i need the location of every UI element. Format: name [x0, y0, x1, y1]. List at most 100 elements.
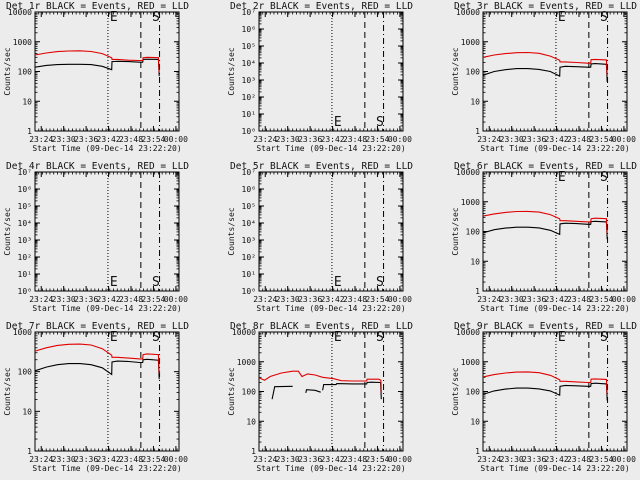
y-tick-label: 10⁶ — [242, 25, 256, 34]
y-tick-label: 100 — [242, 388, 257, 397]
x-tick-label: 23:30 — [500, 455, 524, 464]
x-tick-label: 23:42 — [97, 135, 121, 144]
y-tick-label: 100 — [466, 68, 481, 77]
x-axis-label: Start Time (09-Dec-14 23:22:20) — [256, 144, 405, 153]
detector-panel: Det 5r BLACK = Events, RED = LLD 10⁰ 10¹ 10… — [227, 161, 413, 313]
x-axis-label: Start Time (09-Dec-14 23:22:20) — [480, 304, 629, 313]
y-tick-label: 10¹ — [242, 110, 256, 119]
x-tick-label: 23:54 — [141, 455, 165, 464]
y-tick-label: 10¹ — [18, 270, 32, 279]
marker-label-e: E — [110, 10, 118, 25]
y-tick-label: 100 — [18, 68, 33, 77]
y-axis-label: Counts/sec — [227, 367, 236, 415]
x-tick-label: 23:48 — [567, 295, 591, 304]
y-tick-label: 10 — [470, 257, 480, 266]
y-tick-label: 10 — [22, 407, 32, 416]
x-tick-label: 23:24 — [29, 455, 53, 464]
detector-panel: Det 6r BLACK = Events, RED = LLD 1 10 100 10… — [451, 161, 637, 313]
marker-label-s: S — [600, 10, 608, 25]
y-tick-label: 1000 — [461, 358, 480, 367]
panel-title: Det 5r BLACK = Events, RED = LLD — [230, 161, 413, 172]
x-axis-label: Start Time (09-Dec-14 23:22:20) — [480, 144, 629, 153]
y-tick-label: 10 — [470, 417, 480, 426]
x-tick-label: 23:36 — [298, 455, 322, 464]
y-tick-label: 10 — [470, 97, 480, 106]
x-tick-label: 23:30 — [500, 295, 524, 304]
x-tick-label: 23:54 — [589, 295, 613, 304]
marker-label-e: E — [334, 115, 342, 130]
y-tick-label: 1000 — [461, 198, 480, 207]
y-tick-label: 10⁵ — [18, 202, 32, 211]
lld-series-line — [258, 370, 382, 393]
marker-label-e: E — [110, 330, 118, 345]
x-tick-label: 23:54 — [589, 135, 613, 144]
x-tick-label: 23:24 — [253, 295, 277, 304]
y-axis-label: Counts/sec — [3, 207, 12, 255]
y-tick-label: 10³ — [242, 236, 256, 245]
x-tick-label: 23:24 — [29, 135, 53, 144]
y-tick-label: 10¹ — [242, 270, 256, 279]
marker-label-e: E — [334, 330, 342, 345]
plot-frame — [34, 171, 180, 292]
events-series-line — [271, 385, 293, 400]
y-tick-label: 10⁴ — [18, 219, 32, 228]
y-tick-label: 100 — [466, 388, 481, 397]
marker-label-s: S — [376, 115, 384, 130]
x-tick-label: 23:42 — [321, 135, 345, 144]
x-tick-label: 23:42 — [321, 295, 345, 304]
events-series-line — [34, 58, 160, 77]
x-tick-label: 23:48 — [343, 295, 367, 304]
x-axis-label: Start Time (09-Dec-14 23:22:20) — [32, 144, 181, 153]
x-tick-label: 23:42 — [545, 295, 569, 304]
x-tick-label: 23:42 — [321, 455, 345, 464]
y-tick-label: 1000 — [13, 328, 32, 337]
events-series-line — [305, 389, 321, 394]
marker-label-s: S — [600, 170, 608, 185]
x-tick-label: 23:48 — [567, 455, 591, 464]
y-tick-label: 10⁴ — [242, 59, 256, 68]
y-tick-label: 1 — [27, 127, 32, 136]
y-tick-label: 1 — [251, 447, 256, 456]
y-tick-label: 10⁴ — [242, 219, 256, 228]
lld-series-line — [482, 210, 608, 234]
x-tick-label: 23:48 — [567, 135, 591, 144]
x-tick-label: 23:24 — [253, 135, 277, 144]
y-tick-label: 10⁷ — [242, 8, 256, 17]
lld-series-line — [482, 371, 608, 395]
x-tick-label: 23:36 — [522, 135, 546, 144]
x-tick-label: 23:48 — [343, 455, 367, 464]
x-tick-label: 23:30 — [52, 135, 76, 144]
x-axis-label: Start Time (09-Dec-14 23:22:20) — [256, 464, 405, 473]
x-tick-label: 23:54 — [141, 295, 165, 304]
y-axis-label: Counts/sec — [451, 47, 460, 95]
plot-frame — [258, 11, 404, 132]
y-tick-label: 10⁶ — [18, 185, 32, 194]
x-tick-label: 23:54 — [365, 135, 389, 144]
y-tick-label: 10² — [18, 253, 32, 262]
plot-frame — [482, 11, 628, 132]
events-series-line — [482, 220, 608, 240]
y-tick-label: 10000 — [232, 328, 256, 337]
x-tick-label: 00:00 — [612, 295, 636, 304]
x-axis-label: Start Time (09-Dec-14 23:22:20) — [32, 464, 181, 473]
marker-label-s: S — [376, 275, 384, 290]
y-axis-label: Counts/sec — [451, 207, 460, 255]
detector-panel: Det 3r BLACK = Events, RED = LLD 1 10 100 10… — [451, 1, 637, 153]
y-tick-label: 10⁰ — [242, 127, 256, 136]
x-tick-label: 23:42 — [97, 455, 121, 464]
marker-label-s: S — [152, 275, 160, 290]
x-tick-label: 23:42 — [545, 135, 569, 144]
y-axis-label: Counts/sec — [3, 47, 12, 95]
x-tick-label: 23:36 — [298, 135, 322, 144]
y-tick-label: 10⁶ — [242, 185, 256, 194]
detector-panel: Det 9r BLACK = Events, RED = LLD 1 10 100 10… — [451, 321, 637, 473]
plot-frame — [258, 171, 404, 292]
y-axis-label: Counts/sec — [227, 207, 236, 255]
panel-title: Det 7r BLACK = Events, RED = LLD — [6, 321, 189, 332]
y-axis-label: Counts/sec — [3, 367, 12, 415]
y-tick-label: 10000 — [8, 8, 32, 17]
x-tick-label: 00:00 — [388, 455, 412, 464]
x-tick-label: 00:00 — [612, 455, 636, 464]
x-tick-label: 23:54 — [365, 295, 389, 304]
